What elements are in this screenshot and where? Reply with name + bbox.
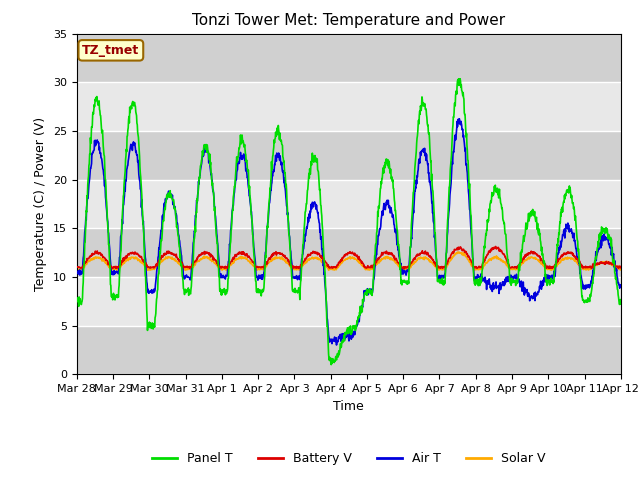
Air T [73,269,81,275]
Battery V [617,265,625,271]
Panel T [328,362,335,368]
Air T [194,191,202,197]
Line: Panel T: Panel T [77,79,621,365]
Panel T [455,76,463,82]
Solar V [434,266,442,272]
Battery V [434,265,442,271]
Panel T [434,278,442,284]
Line: Solar V: Solar V [77,252,621,270]
Battery V [492,243,499,249]
Battery V [255,264,262,270]
Panel T [180,292,188,298]
Solar V [455,249,463,255]
Panel T [255,290,262,296]
Battery V [505,262,513,267]
Air T [434,273,442,279]
Battery V [73,264,81,270]
Battery V [400,266,408,272]
Panel T [194,192,202,197]
Bar [77,228,621,277]
Title: Tonzi Tower Met: Temperature and Power: Tonzi Tower Met: Temperature and Power [192,13,506,28]
Battery V [194,254,202,260]
Bar [77,180,621,228]
Air T [617,282,625,288]
Air T [333,342,340,348]
Solar V [181,266,189,272]
Solar V [553,263,561,269]
Bar [77,131,621,180]
Panel T [617,301,625,307]
Line: Battery V: Battery V [77,246,621,269]
X-axis label: Time: Time [333,400,364,413]
Panel T [505,265,513,271]
Panel T [73,295,81,301]
Air T [255,272,262,278]
Bar [77,34,621,82]
Y-axis label: Temperature (C) / Power (V): Temperature (C) / Power (V) [35,117,47,291]
Air T [553,256,561,262]
Bar [77,326,621,374]
Solar V [113,267,121,273]
Air T [180,276,188,282]
Bar [77,82,621,131]
Air T [505,276,513,282]
Solar V [73,265,81,271]
Battery V [180,264,188,269]
Solar V [195,259,202,264]
Solar V [617,267,625,273]
Line: Air T: Air T [77,119,621,345]
Air T [456,116,463,121]
Text: TZ_tmet: TZ_tmet [82,44,140,57]
Panel T [553,247,561,253]
Solar V [255,267,263,273]
Solar V [505,265,513,271]
Legend: Panel T, Battery V, Air T, Solar V: Panel T, Battery V, Air T, Solar V [147,447,550,470]
Battery V [553,260,561,265]
Bar [77,277,621,326]
